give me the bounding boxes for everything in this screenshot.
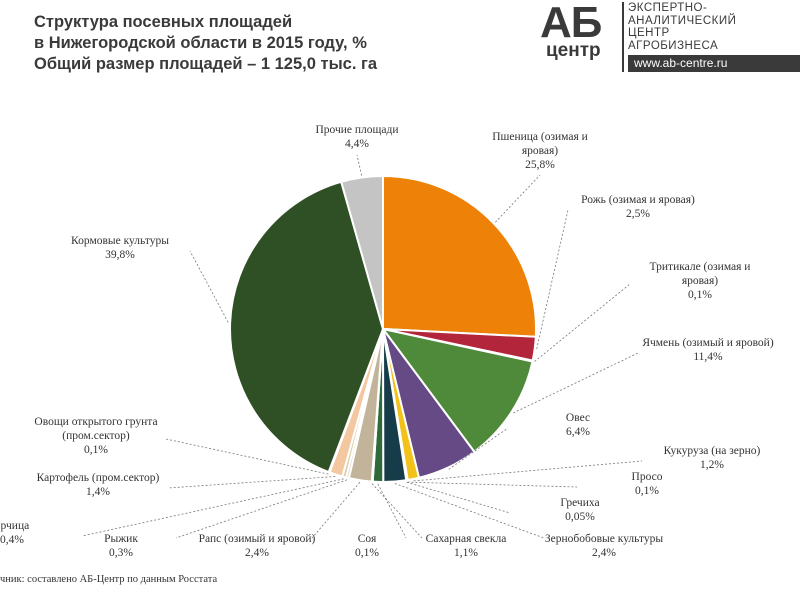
slice-value-label: 1,1%: [454, 547, 478, 559]
slice-name-label: Кукуруза (на зерно): [664, 445, 761, 457]
slice-value-label: 2,4%: [592, 547, 616, 559]
leader-line: [175, 479, 348, 539]
pie-slice: [229, 180, 385, 474]
leader-line: [394, 483, 545, 539]
slice-value-label: 0,4%: [0, 534, 24, 546]
logo-text-line-4: АГРОБИЗНЕСА: [628, 39, 719, 52]
slice-value-label: 0,1%: [635, 485, 659, 497]
slice-label-10: Сахарная свекла 1,1%: [426, 533, 507, 559]
slice-name-label: Овес: [566, 412, 590, 424]
slice-name-label: яровая): [682, 275, 718, 287]
source-note: чник: составлено АБ-Центр по данным Росс…: [0, 574, 218, 585]
slice-name-label: орчица: [0, 520, 29, 532]
chart-title-line-2: в Нижегородской области в 2015 году, %: [34, 34, 367, 52]
leader-line: [371, 483, 423, 539]
slice-name-label: яровая): [522, 145, 558, 157]
slice-label-15: Картофель (пром.сектор) 1,4%: [37, 472, 160, 498]
leader-line: [311, 482, 361, 539]
slice-label-16: Овощи открытого грунта (пром.сектор) 0,1%: [34, 416, 157, 456]
slice-label-12: Рапс (озимый и яровой) 2,4%: [199, 533, 316, 559]
slice-value-label: 0,1%: [688, 289, 712, 301]
slice-value-label: 1,4%: [86, 486, 110, 498]
leader-line: [495, 174, 541, 223]
slice-name-label: Рожь (озимая и яровая): [581, 194, 695, 206]
pie-slice: [339, 174, 384, 330]
slice-value-label: 1,2%: [700, 459, 724, 471]
leader-line: [536, 209, 569, 350]
logo-text-line-2: АНАЛИТИЧЕСКИЙ: [628, 14, 737, 27]
slice-name-label: Прочие площади: [315, 124, 398, 136]
slice-value-label: 11,4%: [693, 351, 723, 363]
slice-value-label: 0,1%: [355, 547, 379, 559]
slice-label-17: Кормовые культуры 39,8%: [71, 235, 169, 261]
slice-name-label: Рапс (озимый и яровой): [199, 533, 316, 545]
slice-label-1: Пшеница (озимая и яровая) 25,8%: [492, 131, 588, 171]
logo-url: www.ab-centre.ru: [628, 55, 800, 72]
slice-name-label: Рыжик: [104, 533, 138, 545]
slice-label-3: Тритикале (озимая и яровая) 0,1%: [650, 261, 751, 301]
slice-label-6: Кукуруза (на зерно) 1,2%: [664, 445, 761, 471]
slice-name-label: (пром.сектор): [62, 430, 130, 442]
slice-name-label: Овощи открытого грунта: [34, 416, 157, 428]
logo-divider: [622, 2, 624, 72]
logo-ab-mark: АБ: [540, 0, 602, 47]
slice-label-13: Рыжик 0,3%: [104, 533, 138, 559]
leader-lines: [81, 154, 643, 539]
slice-value-label: 4,4%: [345, 138, 369, 150]
slice-name-label: Зернобобовые культуры: [545, 533, 663, 545]
leader-line: [406, 481, 511, 514]
ab-centre-logo: АБ центр ЭКСПЕРТНО- АНАЛИТИЧЕСКИЙ ЦЕНТР …: [540, 0, 800, 74]
slice-value-label: 39,8%: [105, 249, 135, 261]
slice-name-label: Просо: [632, 471, 663, 483]
slice-name-label: Соя: [358, 533, 377, 545]
slice-labels: Пшеница (озимая и яровая) 25,8% Рожь (озима…: [0, 124, 774, 559]
pie-slice: [382, 174, 537, 338]
pie-slices: [229, 174, 537, 484]
leader-line: [513, 352, 639, 414]
slice-value-label: 0,3%: [109, 547, 133, 559]
slice-value-label: 6,4%: [566, 426, 590, 438]
slice-name-label: Картофель (пром.сектор): [37, 472, 160, 484]
leader-line: [167, 476, 336, 489]
slice-value-label: 0,05%: [565, 511, 595, 523]
leader-line: [377, 483, 407, 539]
slice-label-14: орчица 0,4%: [0, 520, 29, 546]
slice-label-8: Гречиха 0,05%: [560, 497, 599, 523]
logo-text-block: ЭКСПЕРТНО- АНАЛИТИЧЕСКИЙ ЦЕНТР АГРОБИЗНЕ…: [628, 2, 736, 52]
chart-title-line-1: Структура посевных площадей: [34, 13, 293, 31]
slice-label-11: Соя 0,1%: [355, 533, 379, 559]
logo-text-line-3: ЦЕНТР: [628, 27, 670, 39]
slice-label-7: Просо 0,1%: [632, 471, 663, 497]
logo-text-line-1: ЭКСПЕРТНО-: [628, 2, 708, 14]
leader-line: [189, 250, 229, 323]
leader-line: [81, 478, 344, 537]
slice-value-label: 2,4%: [245, 547, 269, 559]
leader-line: [407, 481, 578, 488]
slice-name-label: Ячмень (озимый и яровой): [642, 337, 773, 349]
leader-line: [356, 154, 362, 176]
slice-value-label: 25,8%: [525, 159, 555, 171]
slice-name-label: Кормовые культуры: [71, 235, 169, 247]
slice-value-label: 2,5%: [626, 208, 650, 220]
logo-centr-word: центр: [546, 40, 601, 61]
slice-name-label: Пшеница (озимая и: [492, 131, 588, 143]
slice-label-4: Ячмень (озимый и яровой) 11,4%: [642, 337, 773, 363]
slice-label-5: Овес 6,4%: [566, 412, 590, 438]
slice-label-9: Зернобобовые культуры 2,4%: [545, 533, 663, 559]
slice-value-label: 0,1%: [84, 444, 108, 456]
leader-line: [534, 283, 631, 362]
slice-label-18: Прочие площади 4,4%: [315, 124, 398, 150]
leader-line: [448, 427, 509, 470]
slice-name-label: Тритикале (озимая и: [650, 261, 751, 273]
slice-label-2: Рожь (озимая и яровая) 2,5%: [581, 194, 695, 220]
slice-name-label: Сахарная свекла: [426, 533, 507, 545]
slice-name-label: Гречиха: [560, 497, 599, 509]
chart-title-line-3: Общий размер площадей – 1 125,0 тыс. га: [34, 55, 378, 73]
chart-title: Структура посевных площадей в Нижегородс…: [34, 12, 454, 75]
